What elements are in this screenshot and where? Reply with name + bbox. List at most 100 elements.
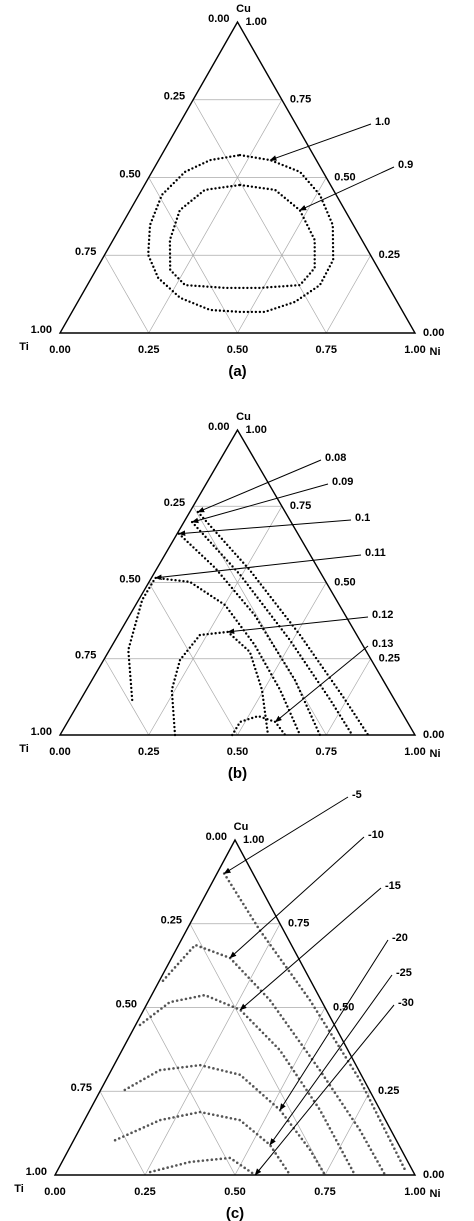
contour-dots <box>146 153 335 314</box>
contour-dots <box>196 510 370 737</box>
grid-line <box>237 177 327 334</box>
annotation-label: -15 <box>385 880 401 892</box>
bottom-tick-label: 0.50 <box>227 344 248 356</box>
annotation-arrow <box>229 836 365 959</box>
corner-label: Ni <box>430 1188 441 1200</box>
annotation-arrow <box>239 887 382 1011</box>
grid-line <box>192 99 327 334</box>
bottom-tick-label: 0.75 <box>316 344 337 356</box>
annotation-label: 0.9 <box>398 159 413 171</box>
triangle-frame <box>58 428 417 736</box>
right-tick-label: 0.25 <box>378 1085 399 1097</box>
contour-dots <box>123 1063 327 1177</box>
contour-dots <box>113 1110 292 1177</box>
bottom-tick-label: 0.25 <box>138 746 159 758</box>
annotation-arrow <box>197 459 322 513</box>
bottom-tick-label: 0.75 <box>314 1186 335 1198</box>
grid-line <box>148 506 283 736</box>
left-tick-label: 0.00 <box>208 421 229 433</box>
corner-label: Ti <box>14 1183 24 1195</box>
annotation-arrow <box>191 483 329 524</box>
grid-line <box>325 255 371 334</box>
right-tick-label: 0.25 <box>379 249 400 261</box>
left-tick-label: 0.75 <box>71 1082 92 1094</box>
grid-line <box>99 1091 146 1176</box>
left-tick-label: 0.25 <box>164 497 185 509</box>
grid-line <box>148 99 283 334</box>
annotation-label: -5 <box>352 789 362 801</box>
right-tick-label: 1.00 <box>243 834 264 846</box>
corner-label: Ti <box>19 743 29 755</box>
annotation-label: -10 <box>368 829 384 841</box>
left-tick-label: 0.25 <box>164 91 185 103</box>
right-tick-label: 0.25 <box>379 653 400 665</box>
bottom-tick-label: 0.25 <box>134 1186 155 1198</box>
right-tick-label: 0.00 <box>423 1169 444 1181</box>
contour-dots <box>231 714 287 737</box>
left-tick-label: 0.50 <box>119 168 140 180</box>
grid-line <box>324 1091 371 1176</box>
panel-label: (b) <box>228 765 247 782</box>
grid-line <box>104 658 150 736</box>
bottom-tick-label: 0.25 <box>138 344 159 356</box>
left-tick-label: 1.00 <box>31 324 52 336</box>
triangle-frame <box>53 838 417 1176</box>
grid-line <box>325 658 371 736</box>
panel-label: (a) <box>228 363 246 380</box>
right-tick-label: 0.50 <box>334 171 355 183</box>
left-tick-label: 0.50 <box>116 998 137 1010</box>
left-tick-label: 0.25 <box>161 915 182 927</box>
bottom-tick-label: 1.00 <box>404 1186 425 1198</box>
annotation-label: 0.11 <box>365 547 386 559</box>
annotation-label: -20 <box>392 932 408 944</box>
left-tick-label: 0.75 <box>75 246 96 258</box>
left-tick-label: 0.00 <box>206 831 227 843</box>
corner-label: Ni <box>430 748 441 760</box>
annotation-label: 0.13 <box>372 638 393 650</box>
annotation-label: 0.09 <box>332 476 353 488</box>
left-tick-label: 1.00 <box>26 1166 47 1178</box>
contour-dots <box>190 520 354 737</box>
left-tick-label: 1.00 <box>31 726 52 738</box>
grid-line <box>104 255 150 334</box>
grid-line <box>189 923 326 1176</box>
bottom-tick-label: 0.00 <box>49 746 70 758</box>
contour-dots <box>168 183 316 290</box>
right-tick-label: 1.00 <box>246 424 267 436</box>
annotation-arrow <box>299 166 395 211</box>
annotation-label: -30 <box>398 997 414 1009</box>
annotation-arrow <box>269 974 393 1146</box>
right-tick-label: 0.00 <box>423 327 444 339</box>
annotation-arrow <box>274 645 369 723</box>
corner-label: Cu <box>234 821 249 833</box>
bottom-tick-label: 0.75 <box>316 746 337 758</box>
left-tick-label: 0.75 <box>75 650 96 662</box>
contour-dots <box>138 993 357 1177</box>
bottom-tick-label: 0.00 <box>49 344 70 356</box>
right-tick-label: 0.50 <box>333 1001 354 1013</box>
contour-dots <box>161 943 387 1177</box>
bottom-tick-label: 1.00 <box>404 746 425 758</box>
annotation-label: 1.0 <box>375 116 390 128</box>
corner-label: Cu <box>236 3 251 15</box>
annotation-label: 0.12 <box>372 609 393 621</box>
right-tick-label: 0.75 <box>290 94 311 106</box>
bottom-tick-label: 1.00 <box>404 344 425 356</box>
corner-label: Ti <box>19 341 29 353</box>
annotation-arrow <box>254 1004 395 1176</box>
grid-line <box>144 923 281 1176</box>
contour-dots <box>222 872 407 1172</box>
corner-label: Ni <box>430 346 441 358</box>
contour-dots <box>170 630 270 737</box>
bottom-tick-label: 0.00 <box>44 1186 65 1198</box>
annotation-arrow <box>223 796 349 874</box>
annotation-label: -25 <box>396 967 412 979</box>
contour-dots <box>127 576 302 737</box>
right-tick-label: 0.00 <box>423 729 444 741</box>
grid-line <box>192 506 327 736</box>
grid-line <box>234 1007 326 1176</box>
corner-label: Cu <box>236 411 251 423</box>
left-tick-label: 0.00 <box>208 13 229 25</box>
triangle-frame <box>58 20 417 334</box>
right-tick-label: 0.50 <box>334 576 355 588</box>
